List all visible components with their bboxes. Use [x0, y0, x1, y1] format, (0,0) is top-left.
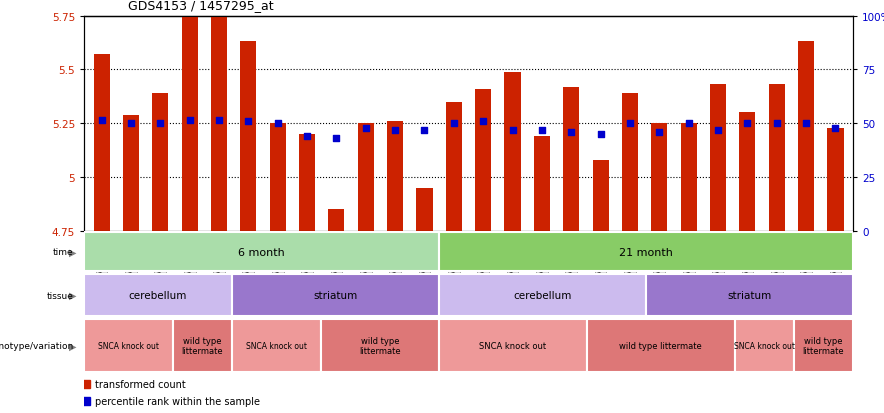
Point [740, 121, 754, 128]
Bar [439, 320, 587, 372]
Point [388, 128, 402, 134]
Bar [446, 102, 462, 231]
Bar [270, 124, 286, 231]
Text: GDS4153 / 1457295_at: GDS4153 / 1457295_at [128, 0, 274, 12]
Text: time: time [53, 247, 73, 256]
Bar [439, 233, 853, 271]
Text: cerebellum: cerebellum [129, 290, 187, 300]
Bar [592, 160, 609, 231]
Text: SNCA knock out: SNCA knock out [98, 342, 159, 350]
Bar [232, 320, 321, 372]
Point [564, 130, 578, 136]
Text: striatum: striatum [313, 290, 357, 300]
Bar [232, 274, 439, 317]
Text: ▶: ▶ [70, 290, 77, 300]
Bar [321, 320, 439, 372]
Bar [587, 320, 735, 372]
Bar [152, 94, 168, 231]
Bar [240, 42, 256, 231]
Text: wild type
littermate: wild type littermate [359, 336, 400, 356]
Bar [798, 42, 814, 231]
Bar [84, 233, 439, 271]
Bar [735, 320, 794, 372]
Point [506, 128, 520, 134]
Bar [710, 85, 726, 231]
Text: wild type
littermate: wild type littermate [803, 336, 844, 356]
Bar [358, 124, 374, 231]
Point [153, 121, 167, 128]
Text: SNCA knock out: SNCA knock out [734, 342, 795, 350]
Bar [769, 85, 785, 231]
Text: 21 month: 21 month [619, 247, 673, 257]
Text: wild type
littermate: wild type littermate [181, 336, 223, 356]
Bar [387, 122, 403, 231]
Point [623, 121, 637, 128]
Point [652, 130, 667, 136]
Bar [681, 124, 697, 231]
Point [799, 121, 813, 128]
Bar [181, 17, 198, 231]
Text: wild type littermate: wild type littermate [620, 342, 702, 350]
Bar [84, 274, 232, 317]
Point [183, 117, 197, 124]
Point [476, 119, 491, 126]
Bar [94, 55, 110, 231]
Bar [794, 320, 853, 372]
Point [95, 117, 109, 124]
Point [711, 128, 725, 134]
Bar [416, 188, 432, 231]
Bar [172, 320, 232, 372]
Point [593, 132, 607, 138]
Point [417, 128, 431, 134]
Text: percentile rank within the sample: percentile rank within the sample [95, 396, 260, 406]
Text: transformed count: transformed count [95, 379, 186, 389]
Bar [439, 274, 646, 317]
Point [212, 117, 226, 124]
Point [446, 121, 461, 128]
Point [300, 133, 314, 140]
Point [330, 135, 344, 142]
Point [682, 121, 696, 128]
Bar [475, 90, 492, 231]
Point [828, 125, 842, 132]
Text: ▶: ▶ [70, 341, 77, 351]
Point [241, 119, 255, 126]
Bar [505, 72, 521, 231]
Bar [123, 115, 139, 231]
Text: ▶: ▶ [70, 247, 77, 257]
Text: tissue: tissue [47, 291, 73, 300]
Bar [534, 137, 550, 231]
Point [271, 121, 285, 128]
Point [770, 121, 784, 128]
Point [124, 121, 138, 128]
Bar [827, 128, 843, 231]
Bar [652, 124, 667, 231]
Bar [211, 17, 227, 231]
Bar [739, 113, 756, 231]
Bar [563, 88, 579, 231]
Bar [646, 274, 853, 317]
Text: genotype/variation: genotype/variation [0, 342, 73, 350]
Bar [299, 135, 315, 231]
Point [359, 125, 373, 132]
Text: SNCA knock out: SNCA knock out [246, 342, 307, 350]
Bar [328, 210, 345, 231]
Bar [84, 320, 172, 372]
Text: SNCA knock out: SNCA knock out [479, 342, 546, 350]
Point [535, 128, 549, 134]
Text: cerebellum: cerebellum [514, 290, 572, 300]
Text: 6 month: 6 month [238, 247, 285, 257]
Bar [622, 94, 638, 231]
Text: striatum: striatum [728, 290, 772, 300]
